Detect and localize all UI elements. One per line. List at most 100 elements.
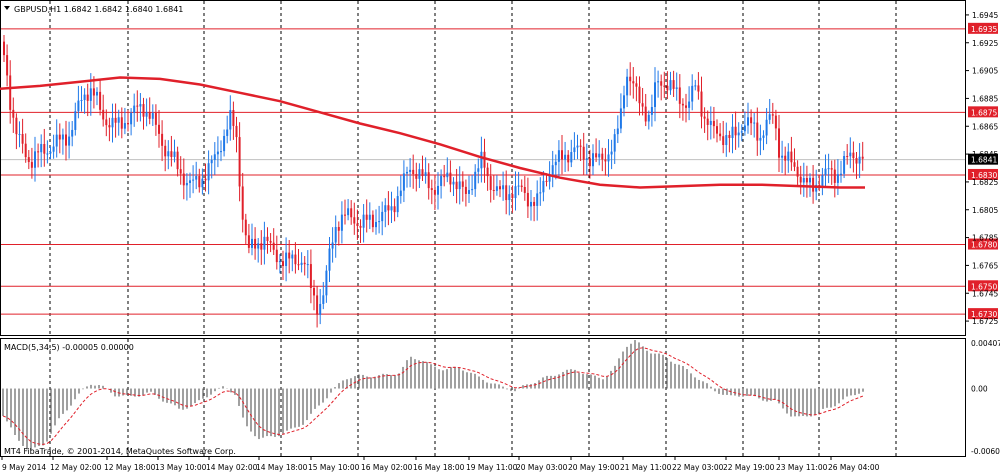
candle-body: [548, 175, 551, 182]
candle-body: [672, 80, 675, 89]
time-tick-label: 22 May 03:00: [672, 463, 724, 472]
candle-body: [616, 128, 619, 135]
candle-body: [629, 76, 632, 82]
candle-body: [337, 226, 340, 231]
candle-body: [210, 159, 213, 164]
candle-body: [774, 115, 777, 129]
candle-body: [145, 112, 148, 117]
time-tick-label: 22 May 19:00: [723, 463, 775, 472]
candle-body: [539, 192, 542, 194]
candle-body: [564, 154, 567, 160]
copyright-text: MT4 FibaTrade, © 2001-2014, MetaQuotes S…: [4, 447, 236, 456]
candle-body: [796, 166, 799, 177]
candle-body: [223, 135, 226, 152]
candle-body: [765, 119, 768, 136]
candle-body: [96, 91, 98, 96]
candle-body: [557, 150, 560, 162]
candle-body: [136, 105, 139, 107]
candle-body: [759, 137, 762, 141]
time-tick-label: 26 May 04:00: [828, 463, 880, 472]
candle-body: [427, 172, 430, 189]
candle-body: [257, 243, 260, 249]
candle-body: [418, 169, 421, 179]
candle-body: [241, 186, 244, 220]
candle-body: [390, 206, 393, 211]
level-label-bg: [968, 106, 998, 118]
main-pane-border: [0, 0, 966, 336]
candle-body: [781, 155, 784, 158]
candle-body: [446, 172, 449, 178]
macd-signal-path: [2, 347, 864, 445]
candle-body: [263, 236, 266, 250]
candle-body: [158, 124, 160, 134]
candle-body: [238, 137, 241, 187]
candle-body: [697, 85, 700, 92]
candle-body: [74, 111, 77, 130]
candle-body: [644, 106, 647, 122]
candle-body: [505, 185, 508, 201]
candle-body: [598, 153, 601, 158]
candle-body: [192, 179, 195, 181]
candle-body: [747, 117, 749, 126]
candle-body: [734, 126, 737, 136]
candle-body: [409, 169, 412, 172]
candle-body: [92, 88, 95, 96]
candle-body: [58, 134, 61, 140]
candle-body: [492, 189, 495, 191]
chart-menu-triangle-icon[interactable]: [4, 6, 10, 10]
candle-body: [381, 211, 384, 222]
candle-body: [461, 181, 464, 187]
candle-body: [787, 151, 790, 161]
candle-body: [387, 205, 390, 211]
candle-body: [685, 105, 687, 108]
candle-body: [585, 158, 588, 160]
candle-body: [483, 151, 486, 168]
candle-body: [728, 135, 731, 138]
candle-body: [356, 223, 359, 226]
candle-body: [260, 243, 263, 250]
candle-body: [827, 168, 830, 170]
candle-body: [139, 104, 142, 107]
main-title: GBPUSD,H1 1.6842 1.6842 1.6840 1.6841: [14, 5, 183, 14]
moving-average-path: [0, 76, 865, 189]
candle-body: [297, 264, 300, 266]
candle-body: [37, 151, 40, 153]
candle-body: [216, 151, 219, 155]
candle-body: [520, 185, 523, 187]
candle-body: [319, 303, 322, 315]
candle-body: [523, 186, 526, 193]
candle-body: [300, 262, 303, 265]
candle-body: [812, 177, 815, 192]
time-tick-label: 12 May 02:00: [50, 463, 102, 472]
candle-body: [130, 112, 133, 125]
candle-body: [46, 153, 49, 155]
candle-body: [244, 219, 247, 236]
candle-body: [185, 182, 188, 186]
candle-body: [334, 226, 337, 243]
candle-body: [393, 206, 396, 213]
candle-body: [836, 174, 839, 183]
candle-body: [412, 169, 415, 175]
candle-body: [198, 176, 201, 188]
candle-body: [123, 123, 126, 129]
candle-body: [647, 114, 650, 122]
candle-body: [706, 118, 709, 125]
level-label-bg: [968, 238, 998, 250]
candle-body: [340, 214, 343, 231]
candle-body: [359, 225, 362, 228]
candle-body: [579, 145, 582, 147]
horizontal-levels: 1.6935 1.6875 1.6830 1.6780 1.6750 1.6730: [1, 22, 998, 320]
candle-body: [669, 80, 672, 91]
indicator-tick-label: -0.00604: [971, 447, 1000, 456]
candle-body: [824, 168, 827, 176]
candle-body: [499, 186, 501, 190]
candle-body: [731, 126, 734, 138]
candle-body: [833, 169, 836, 183]
candle-body: [784, 155, 787, 161]
candle-body: [654, 82, 656, 107]
grid-lines: [1, 1, 965, 456]
candle-body: [700, 91, 703, 117]
candle-body: [641, 103, 644, 107]
candle-body: [477, 168, 480, 172]
candle-body: [737, 132, 740, 136]
